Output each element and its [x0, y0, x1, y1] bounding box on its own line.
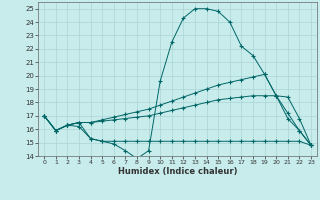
X-axis label: Humidex (Indice chaleur): Humidex (Indice chaleur) — [118, 167, 237, 176]
